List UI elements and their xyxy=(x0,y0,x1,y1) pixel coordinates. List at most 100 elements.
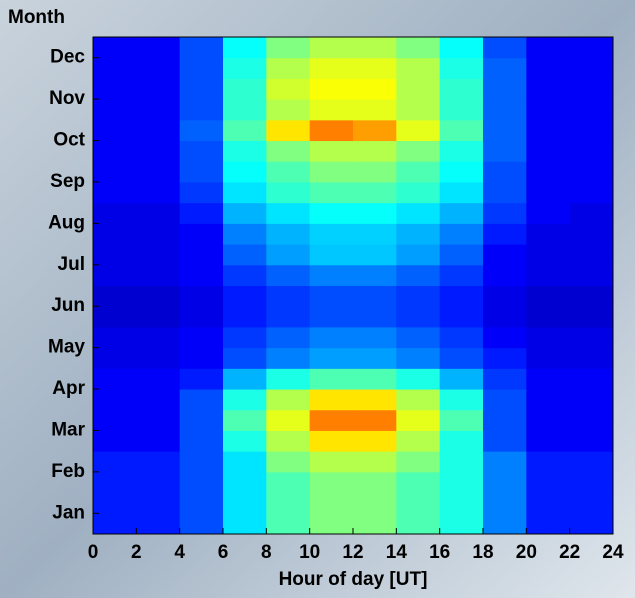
heat-cell xyxy=(526,161,570,182)
heat-cell xyxy=(526,451,570,472)
heat-cell xyxy=(180,389,224,410)
heat-cell xyxy=(570,244,614,265)
heat-cell xyxy=(396,58,440,79)
heat-cell xyxy=(266,182,310,203)
heat-cell xyxy=(396,244,440,265)
heat-cell xyxy=(136,99,180,120)
heat-cell xyxy=(353,286,397,307)
heat-cell xyxy=(570,451,614,472)
heat-cell xyxy=(136,472,180,493)
x-tick-label: 18 xyxy=(472,542,493,563)
heat-cell xyxy=(526,348,570,369)
heat-cell xyxy=(266,410,310,431)
heat-cell xyxy=(396,493,440,514)
heat-cell xyxy=(266,141,310,162)
heat-cell xyxy=(570,182,614,203)
heat-cell xyxy=(440,265,484,286)
heat-cell xyxy=(223,472,267,493)
x-tick-label: 14 xyxy=(386,542,408,563)
heat-cell xyxy=(223,389,267,410)
heat-cell xyxy=(93,161,137,182)
heat-cell xyxy=(570,410,614,431)
heat-cell xyxy=(353,58,397,79)
heat-cell xyxy=(483,99,527,120)
heat-cell xyxy=(310,348,354,369)
heat-cell xyxy=(483,78,527,99)
heat-cell xyxy=(526,327,570,348)
heat-cell xyxy=(266,120,310,141)
heat-cell xyxy=(93,58,137,79)
heat-cell xyxy=(93,37,137,58)
heat-cell xyxy=(526,430,570,451)
heat-cell xyxy=(353,99,397,120)
heat-cell xyxy=(310,389,354,410)
y-tick-label: May xyxy=(48,337,85,358)
heat-cell xyxy=(440,348,484,369)
heat-cell xyxy=(310,306,354,327)
heat-cell xyxy=(223,37,267,58)
heat-cell xyxy=(570,286,614,307)
heat-cell xyxy=(440,493,484,514)
heat-cell xyxy=(93,472,137,493)
y-tick-label: Oct xyxy=(53,130,85,151)
heat-cell xyxy=(223,223,267,244)
heat-cell xyxy=(136,493,180,514)
heat-cell xyxy=(266,161,310,182)
heat-cell xyxy=(93,182,137,203)
heat-cell xyxy=(223,493,267,514)
heat-cell xyxy=(440,410,484,431)
heat-cell xyxy=(570,306,614,327)
heat-cell xyxy=(353,265,397,286)
heat-cell xyxy=(223,78,267,99)
heat-cell xyxy=(396,368,440,389)
heat-cell xyxy=(136,203,180,224)
heat-cell xyxy=(93,306,137,327)
heat-cell xyxy=(223,327,267,348)
heat-cell xyxy=(310,223,354,244)
heat-cell xyxy=(353,78,397,99)
heat-cell xyxy=(526,306,570,327)
heat-cell xyxy=(93,223,137,244)
heat-cell xyxy=(310,472,354,493)
heat-cell xyxy=(310,368,354,389)
heat-cell xyxy=(353,223,397,244)
heat-cell xyxy=(223,99,267,120)
heat-cell xyxy=(223,306,267,327)
x-tick-label: 4 xyxy=(174,542,185,563)
heat-cell xyxy=(180,244,224,265)
heat-cell xyxy=(266,389,310,410)
heat-cell xyxy=(180,203,224,224)
heat-cell xyxy=(136,141,180,162)
heat-cell xyxy=(93,265,137,286)
heat-cell xyxy=(570,161,614,182)
heat-cell xyxy=(353,451,397,472)
heat-cell xyxy=(310,161,354,182)
heat-cell xyxy=(483,223,527,244)
heat-cell xyxy=(570,513,614,534)
heat-cell xyxy=(223,410,267,431)
heat-cell xyxy=(93,389,137,410)
heat-cell xyxy=(526,203,570,224)
heat-cell xyxy=(180,513,224,534)
heat-cell xyxy=(526,78,570,99)
heat-cell xyxy=(180,265,224,286)
heat-cell xyxy=(136,430,180,451)
heat-cell xyxy=(570,203,614,224)
heat-cell xyxy=(180,141,224,162)
y-tick-label: Jan xyxy=(52,502,85,523)
heat-cell xyxy=(136,513,180,534)
heat-cell xyxy=(310,430,354,451)
heat-cell xyxy=(266,493,310,514)
heat-cell xyxy=(440,513,484,534)
heat-cell xyxy=(136,451,180,472)
heat-cell xyxy=(526,472,570,493)
heat-cell xyxy=(310,99,354,120)
heat-cell xyxy=(396,451,440,472)
heat-cell xyxy=(180,368,224,389)
heat-cell xyxy=(136,182,180,203)
heat-cell xyxy=(223,513,267,534)
x-tick-label: 16 xyxy=(429,542,450,563)
heat-cell xyxy=(526,141,570,162)
heat-cell xyxy=(396,348,440,369)
heat-cell xyxy=(136,223,180,244)
